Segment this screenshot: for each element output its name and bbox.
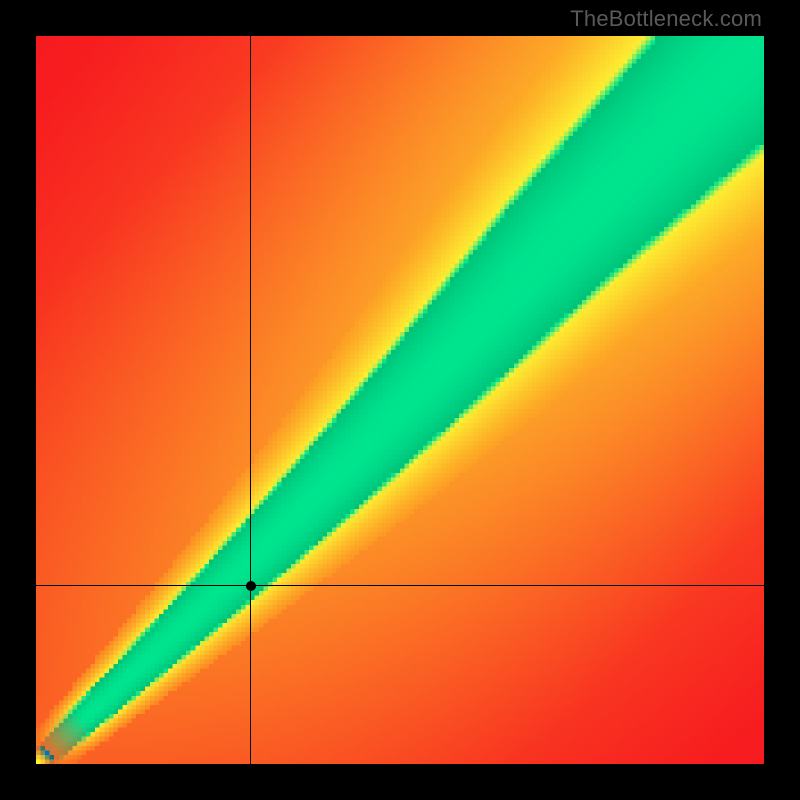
heatmap-canvas [36, 36, 764, 764]
crosshair-horizontal [36, 585, 764, 586]
crosshair-marker [246, 581, 256, 591]
watermark-text: TheBottleneck.com [570, 6, 762, 32]
plot-area [36, 36, 764, 764]
crosshair-vertical [250, 36, 251, 764]
